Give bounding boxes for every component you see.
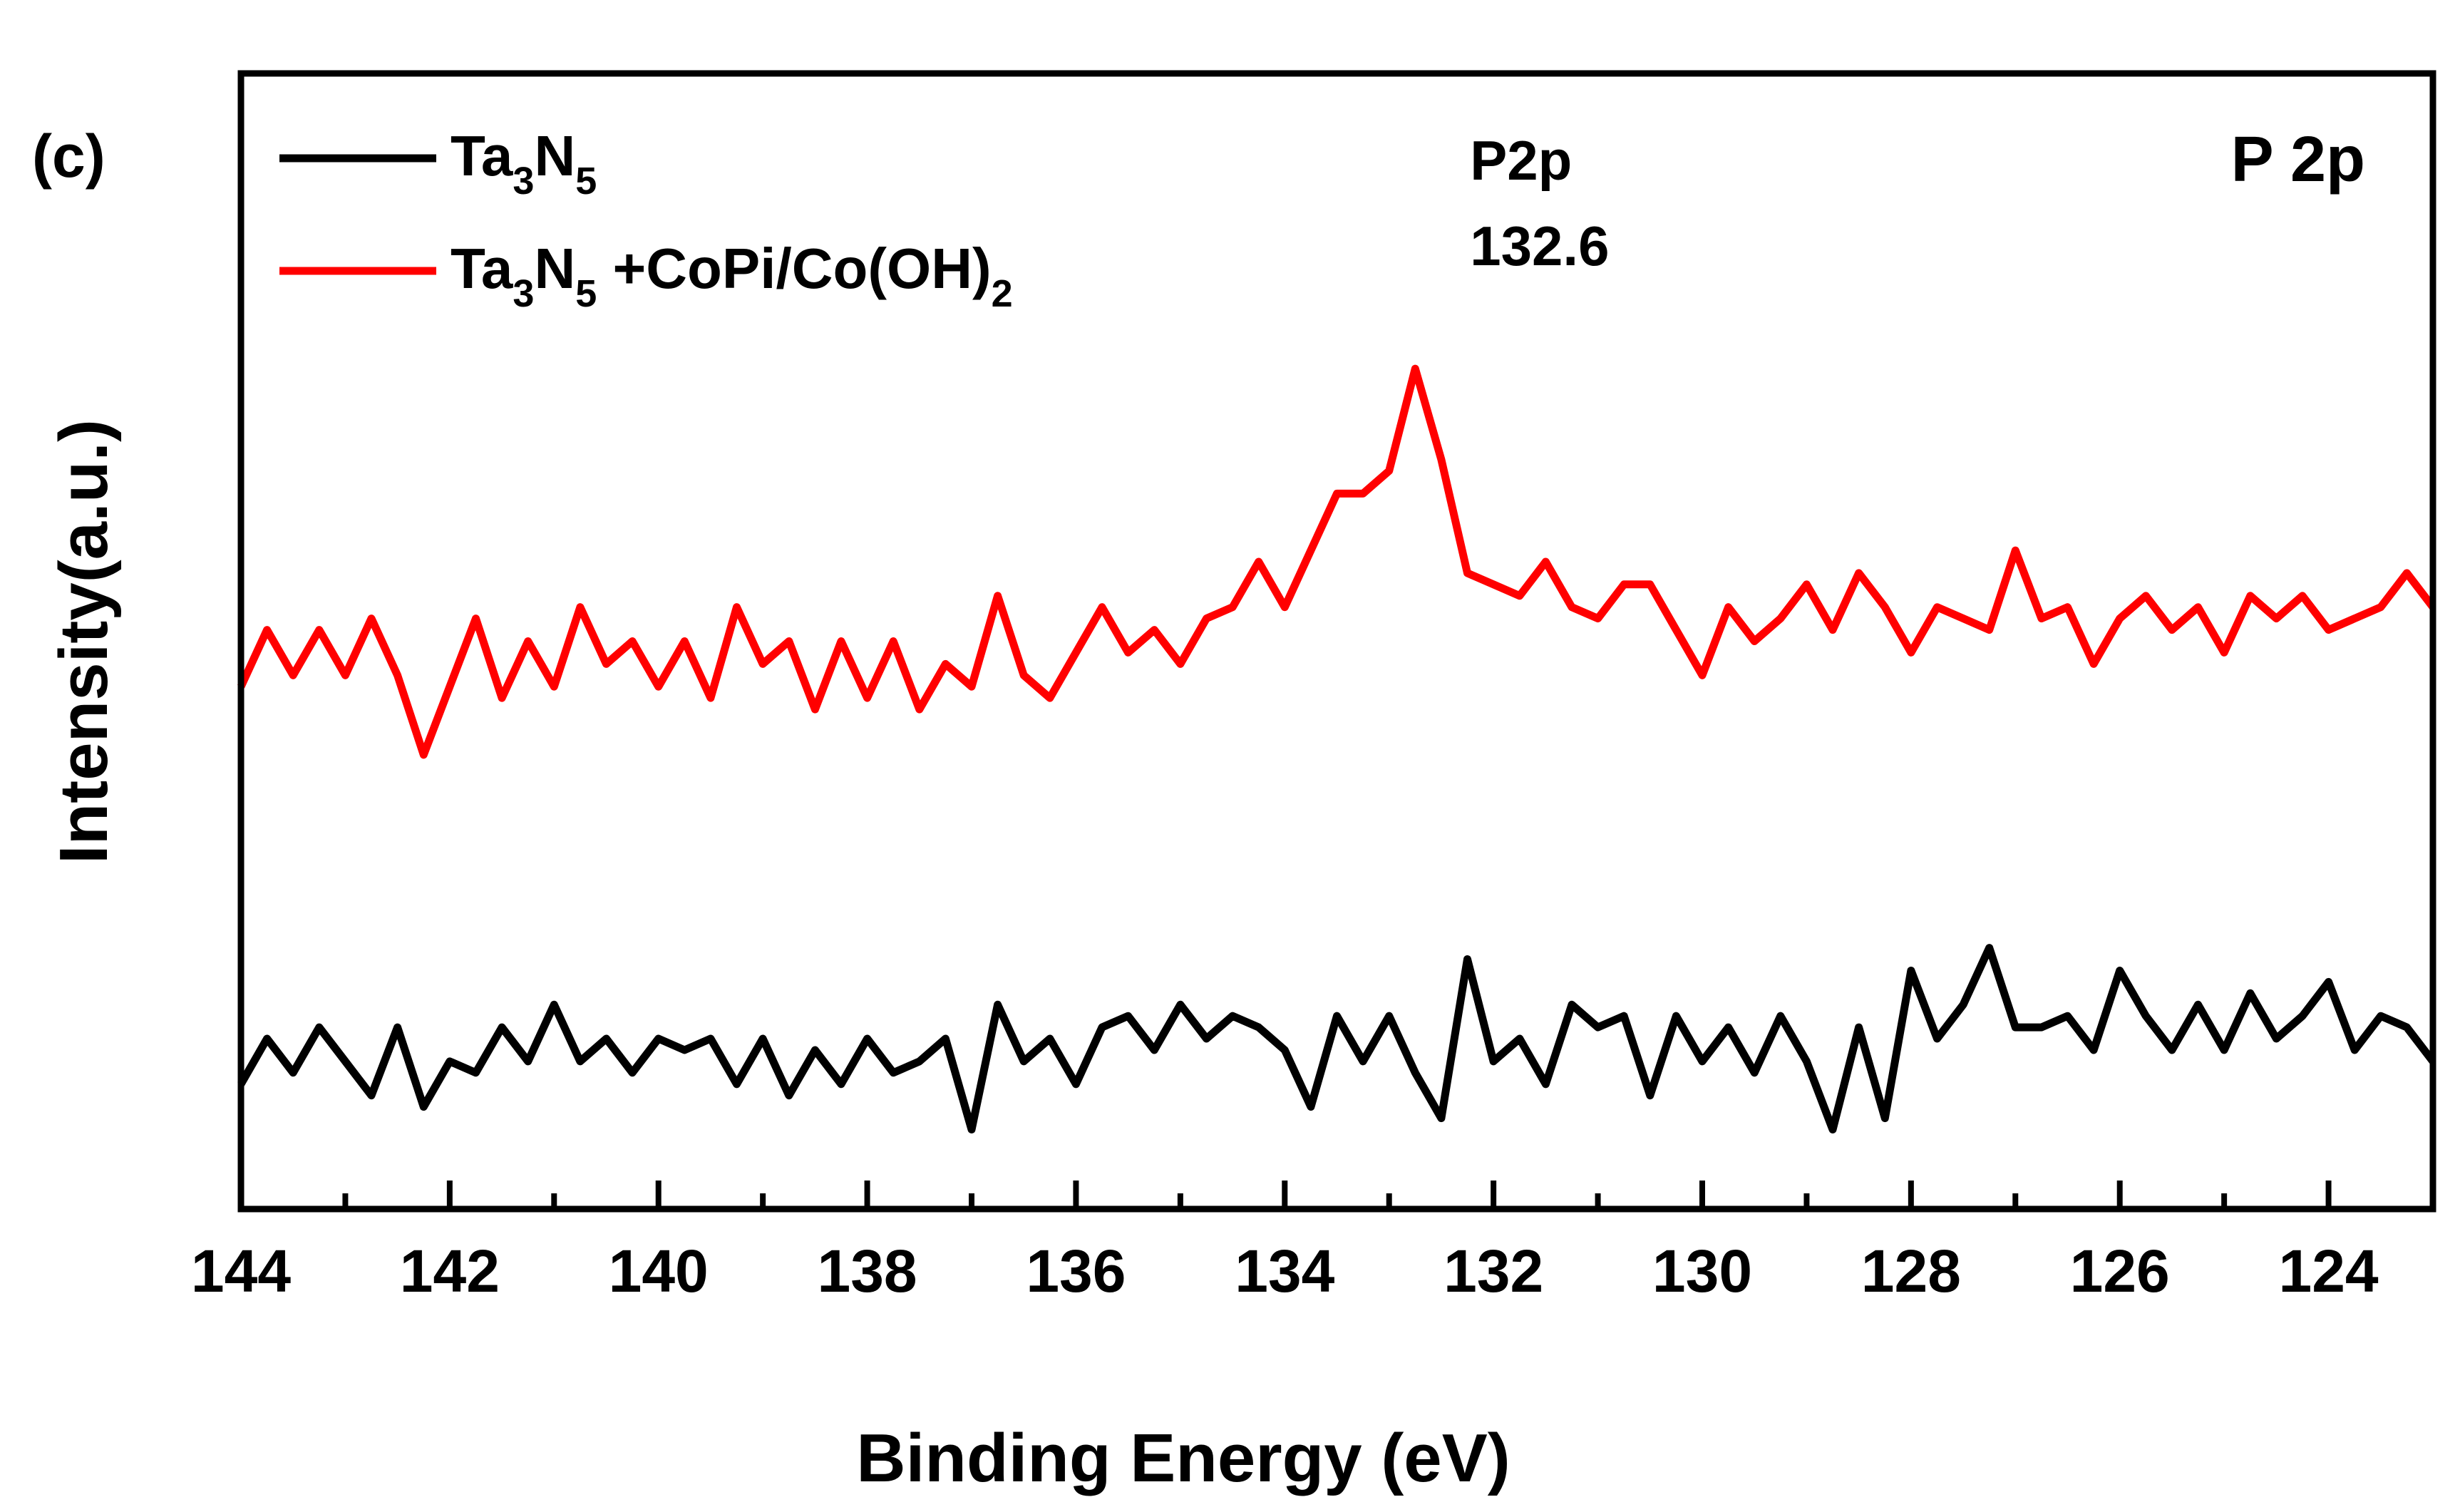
x-axis: 144 142 140 138 136 134 132 130 128 126 124 [191,1181,2379,1305]
plot-frame [237,70,2436,1213]
x-tick-label: 130 [1652,1238,1752,1305]
x-tick-label: 128 [1861,1238,1961,1305]
x-tick-label: 136 [1026,1238,1126,1305]
peak-annotations: P2p 132.6 [1470,129,1609,277]
series-line-0 [237,944,2436,1133]
x-tick-label: 140 [609,1238,709,1305]
legend-label-1: Ta3N5 +CoPi/Co(OH)2 [451,237,1013,315]
legend-label-0: Ta3N5 [451,124,597,202]
element-label: P 2p [2231,124,2365,195]
x-tick-label: 132 [1443,1238,1543,1305]
x-tick-label: 138 [817,1238,917,1305]
panel-label: (c) [32,123,105,190]
series-line-1 [237,364,2436,759]
x-axis-title: Binding Energy (eV) [856,1420,1510,1496]
legend: Ta3N5 Ta3N5 +CoPi/Co(OH)2 [279,124,1013,315]
x-tick-label: 144 [191,1238,291,1305]
x-tick-label: 124 [2278,1238,2378,1305]
peak-annotation-1: 132.6 [1470,215,1609,277]
x-tick-label: 126 [2070,1238,2170,1305]
peak-annotation-0: P2p [1470,129,1572,192]
x-tick-label: 142 [400,1238,500,1305]
plot-area [237,364,2436,1133]
y-axis-title: Intensity(a.u.) [46,419,122,864]
x-tick-label: 134 [1235,1238,1334,1305]
